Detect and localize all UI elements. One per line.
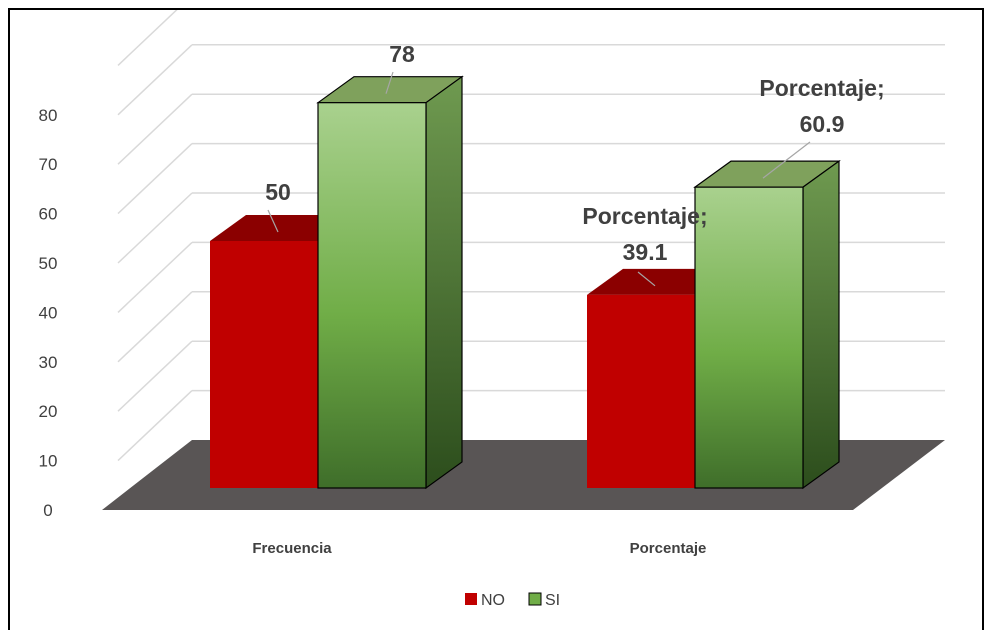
legend-label: SI bbox=[545, 592, 560, 609]
gridline-side bbox=[117, 390, 193, 462]
data-label: 50 bbox=[265, 179, 291, 205]
y-tick-label: 10 bbox=[39, 452, 58, 471]
gridline-side bbox=[117, 340, 193, 412]
y-tick-label: 80 bbox=[39, 106, 58, 125]
legend-swatch bbox=[465, 593, 477, 605]
legend-item-no[interactable]: NO bbox=[465, 592, 505, 609]
y-tick-label: 50 bbox=[39, 254, 58, 273]
leader-line bbox=[267, 209, 279, 233]
leader-line bbox=[385, 71, 394, 94]
data-label: 39.1 bbox=[623, 239, 668, 265]
y-tick-label: 20 bbox=[39, 402, 58, 421]
gridline-side bbox=[117, 291, 193, 363]
bar-chart: 0 10 20 30 40 50 60 70 80 Frecuencia Porcentaje 50… bbox=[39, 10, 945, 609]
gridline-side bbox=[117, 241, 193, 313]
y-tick-label: 70 bbox=[39, 155, 58, 174]
x-category-label: Frecuencia bbox=[252, 540, 332, 557]
gridline-side bbox=[117, 143, 193, 215]
y-tick-label: 30 bbox=[39, 353, 58, 372]
bar-si-frecuencia bbox=[316, 75, 464, 490]
data-label: 60.9 bbox=[800, 111, 845, 137]
bar-side bbox=[802, 159, 840, 490]
bar-front bbox=[210, 241, 318, 488]
chart-frame: 0 10 20 30 40 50 60 70 80 Frecuencia Porcentaje 50… bbox=[8, 8, 984, 630]
bar-front bbox=[694, 186, 804, 489]
y-tick-label: 40 bbox=[39, 303, 58, 322]
leader-line bbox=[762, 141, 811, 179]
gridline-side bbox=[117, 10, 178, 66]
legend-item-si[interactable]: SI bbox=[528, 592, 560, 609]
data-label: Porcentaje; bbox=[759, 75, 884, 101]
legend-label: NO bbox=[481, 592, 505, 609]
gridline-side bbox=[117, 192, 193, 264]
bar-si-porcentaje bbox=[693, 159, 841, 490]
legend-swatch bbox=[528, 592, 542, 606]
bar-front bbox=[317, 102, 427, 489]
y-tick-label: 60 bbox=[39, 205, 58, 224]
bar-side bbox=[425, 75, 463, 490]
data-label: Porcentaje; bbox=[582, 203, 707, 229]
gridline-side bbox=[117, 93, 193, 165]
y-tick-label: 0 bbox=[43, 501, 52, 520]
bar-front bbox=[587, 294, 695, 488]
leader-line bbox=[637, 271, 656, 287]
data-label: 78 bbox=[389, 41, 415, 67]
gridline-side bbox=[117, 44, 193, 116]
x-category-label: Porcentaje bbox=[630, 540, 707, 557]
